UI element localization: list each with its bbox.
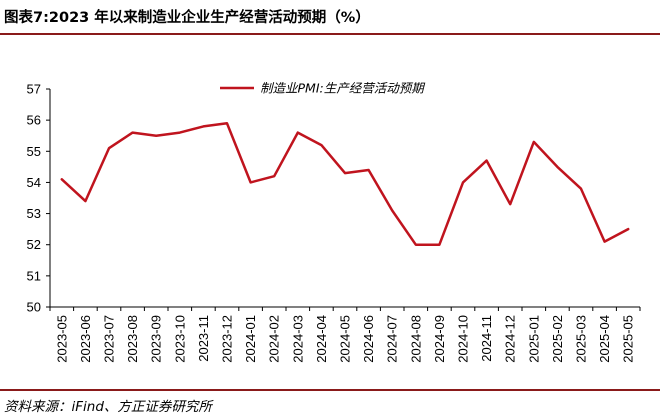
y-tick-label: 54 [27, 175, 41, 190]
x-tick-label: 2023-12 [220, 315, 235, 363]
x-tick-label: 2023-06 [78, 315, 93, 363]
x-tick-label: 2023-09 [149, 315, 164, 363]
y-tick-label: 50 [27, 300, 41, 315]
x-tick-label: 2024-08 [408, 315, 423, 363]
x-tick-label: 2023-11 [196, 315, 211, 362]
x-tick-label: 2025-04 [597, 315, 612, 363]
x-tick-label: 2023-05 [54, 315, 69, 363]
x-tick-label: 2024-02 [267, 315, 282, 363]
y-tick-label: 57 [27, 82, 41, 97]
y-tick-label: 52 [27, 237, 41, 252]
y-tick-label: 55 [27, 144, 41, 159]
x-tick-label: 2023-07 [102, 315, 117, 363]
y-tick-label: 56 [27, 113, 41, 128]
x-tick-label: 2024-01 [243, 315, 258, 363]
x-tick-label: 2024-05 [338, 315, 353, 363]
x-tick-label: 2024-03 [290, 315, 305, 363]
x-tick-label: 2024-06 [361, 315, 376, 363]
x-tick-label: 2024-04 [314, 315, 329, 363]
source-note: 资料来源：iFind、方正证券研究所 [4, 399, 212, 415]
x-tick-label: 2025-01 [526, 315, 541, 363]
x-tick-label: 2024-07 [385, 315, 400, 363]
figure-title: 图表7:2023 年以来制造业企业生产经营活动预期（%） [4, 10, 370, 26]
series-line [60, 122, 630, 246]
x-tick-label: 2025-03 [574, 315, 589, 363]
x-tick-label: 2025-02 [550, 315, 565, 363]
bottom-rule [0, 389, 660, 391]
top-rule [0, 33, 660, 35]
y-tick-label: 51 [27, 268, 41, 283]
y-tick-label: 53 [27, 206, 41, 221]
x-tick-label: 2024-09 [432, 315, 447, 363]
x-tick-label: 2025-05 [621, 315, 636, 363]
legend-label: 制造业PMI:生产经营活动预期 [260, 81, 426, 96]
x-tick-label: 2024-10 [456, 315, 471, 363]
x-tick-label: 2023-10 [172, 315, 187, 363]
x-tick-label: 2024-11 [479, 315, 494, 362]
x-tick-label: 2023-08 [125, 315, 140, 363]
x-tick-label: 2024-12 [503, 315, 518, 363]
